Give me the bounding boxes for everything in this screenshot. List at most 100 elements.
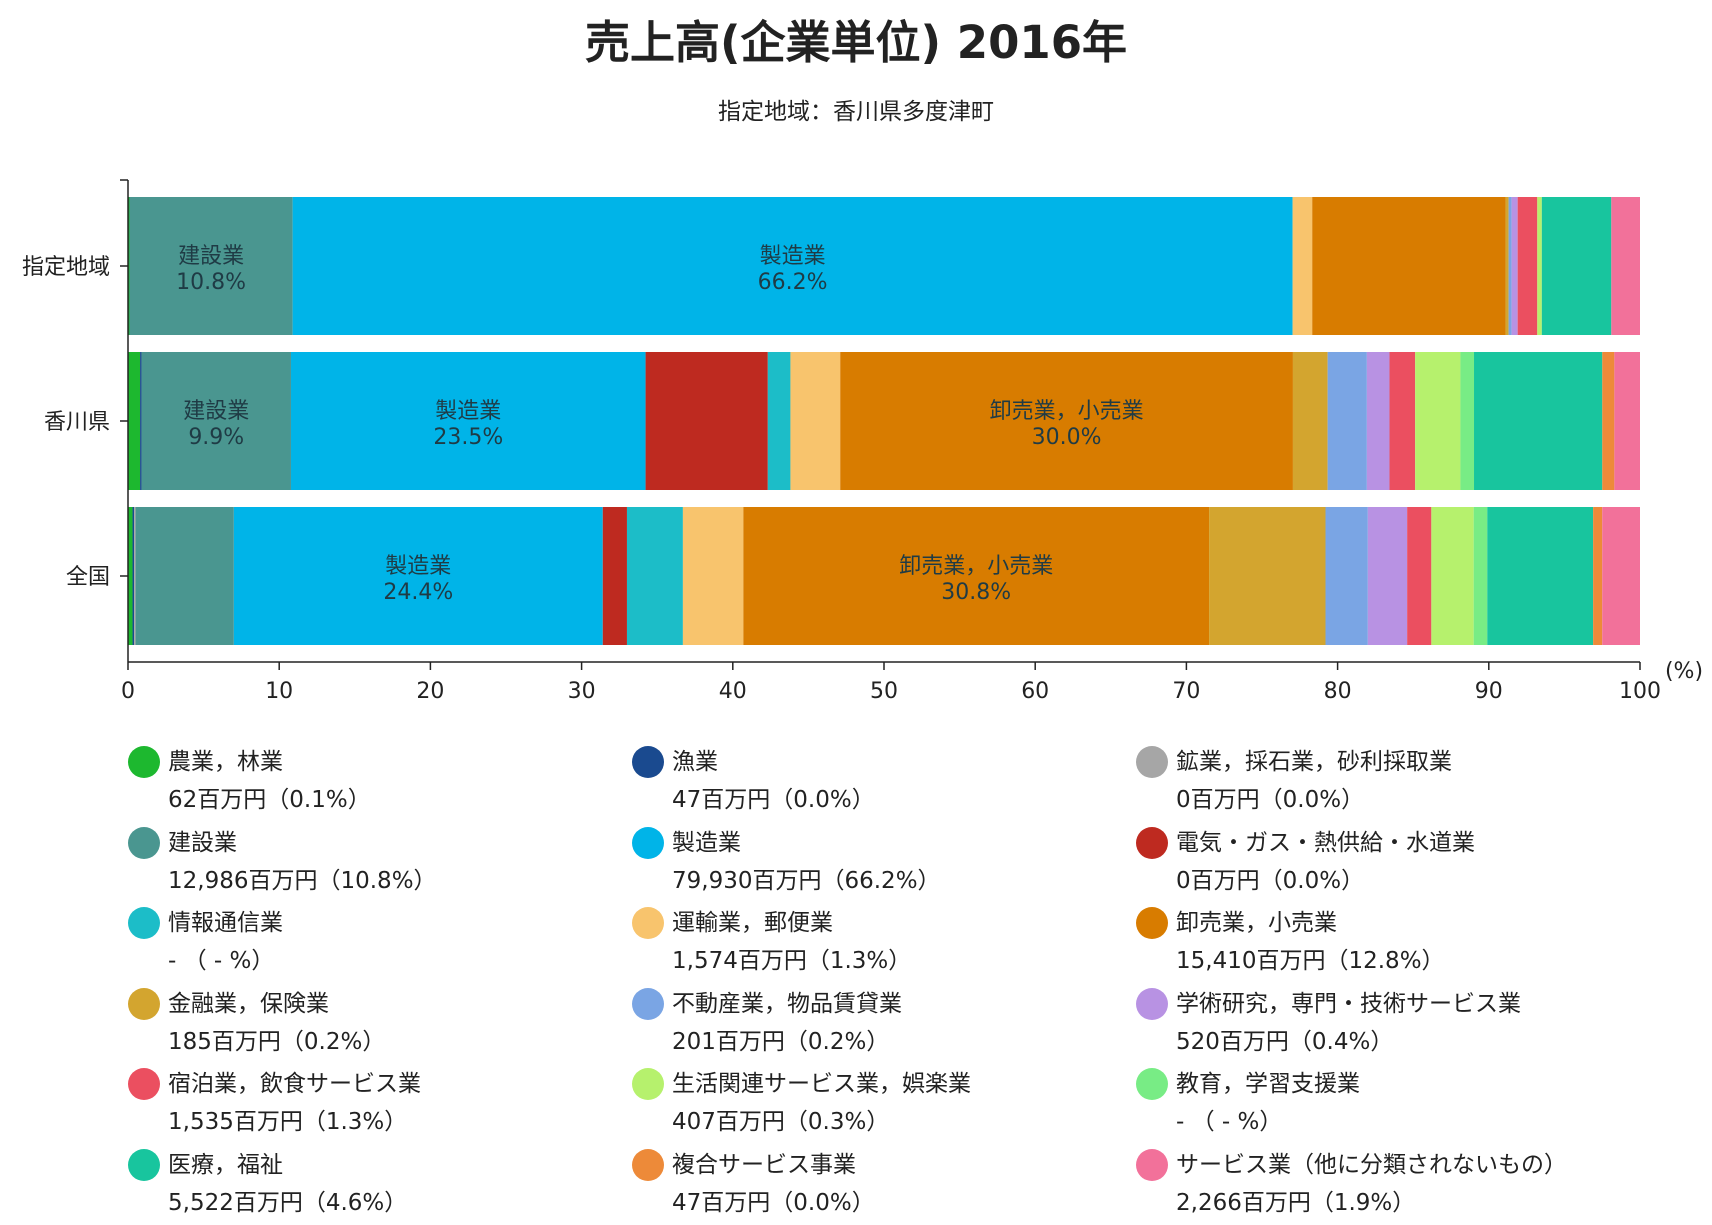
bar-segment-0-10 <box>1508 197 1512 335</box>
legend-swatch <box>1136 826 1168 859</box>
x-tick-label: 70 <box>1172 679 1200 704</box>
segment-label-name: 製造業 <box>760 244 826 269</box>
legend-name: 複合サービス事業 <box>672 1151 856 1178</box>
legend-name: 宿泊業，飲食サービス業 <box>168 1071 421 1097</box>
segment-label-value: 30.0% <box>1032 425 1102 450</box>
segment-label-name: 建設業 <box>178 244 244 269</box>
legend-item: サービス業（他に分類されないもの） 2,266百万円（1.9%） <box>1136 1145 1636 1225</box>
segment-label-value: 10.8% <box>176 270 246 295</box>
bar-segment-1-3 <box>141 352 291 490</box>
bar-segment-2-7 <box>682 507 744 645</box>
legend-item: 宿泊業，飲食サービス業 1,535百万円（1.3%） <box>128 1064 628 1144</box>
segment-label-name: 製造業 <box>385 554 451 579</box>
bar-segment-1-10 <box>1327 352 1367 490</box>
legend-item: 医療，福祉 5,522百万円（4.6%） <box>128 1145 628 1225</box>
legend-swatch <box>1136 746 1168 778</box>
x-tick-label: 50 <box>870 679 898 704</box>
legend-name: 医療，福祉 <box>168 1151 283 1178</box>
legend-item: 漁業 47百万円（0.0%） <box>632 742 1132 822</box>
bar-segment-2-15 <box>1487 507 1594 645</box>
legend-value: 47百万円（0.0%） <box>672 787 875 813</box>
x-tick-label: 40 <box>719 679 747 704</box>
legend-swatch <box>632 907 664 939</box>
category-label: 香川県 <box>44 410 110 435</box>
segment-label-name: 卸売業，小売業 <box>990 399 1144 424</box>
legend-name: 卸売業，小売業 <box>1176 910 1337 936</box>
legend-value: 520百万円（0.4%） <box>1176 1028 1394 1055</box>
bar-segment-0-9 <box>1505 197 1509 335</box>
bar-segment-1-14 <box>1460 352 1475 490</box>
legend-item: 建設業 12,986百万円（10.8%） <box>128 823 628 903</box>
legend-item: 金融業，保険業 185百万円（0.2%） <box>128 984 628 1064</box>
bar-segment-2-0 <box>128 507 133 645</box>
legend-name: 製造業 <box>672 829 741 856</box>
legend-item: 生活関連サービス業，娯楽業 407百万円（0.3%） <box>632 1064 1132 1144</box>
legend-value: - （ - %） <box>1176 1109 1283 1135</box>
segment-label-name: 建設業 <box>183 399 249 424</box>
bar-segment-2-8 <box>743 507 1210 645</box>
legend-value: 1,535百万円（1.3%） <box>168 1109 408 1135</box>
chart-title: 売上高(企業単位) 2016年 <box>584 16 1128 69</box>
legend-item: 学術研究，専門・技術サービス業 520百万円（0.4%） <box>1136 984 1636 1064</box>
legend-swatch <box>632 987 664 1020</box>
bar-segment-1-6 <box>767 352 791 490</box>
legend-value: 2,266百万円（1.9%） <box>1176 1189 1416 1216</box>
legend-swatch <box>128 746 160 778</box>
bar-segment-1-1 <box>140 352 142 490</box>
bar-segment-1-0 <box>128 352 141 490</box>
x-tick-label: 90 <box>1475 679 1503 704</box>
bar-segment-1-16 <box>1602 352 1615 490</box>
legend-item: 鉱業，採石業，砂利採取業 0百万円（0.0%） <box>1136 742 1636 822</box>
bar-segment-1-12 <box>1389 352 1416 490</box>
x-tick-label: 60 <box>1021 679 1049 704</box>
segment-label-value: 24.4% <box>383 580 453 605</box>
legend-swatch <box>1136 1068 1168 1100</box>
legend-swatch <box>632 1068 664 1100</box>
segment-label-value: 66.2% <box>758 270 828 295</box>
legend-name: 運輸業，郵便業 <box>672 910 833 936</box>
bar-segment-0-15 <box>1541 197 1612 335</box>
legend-item: 不動産業，物品賃貸業 201百万円（0.2%） <box>632 984 1132 1064</box>
legend-name: 漁業 <box>672 749 718 775</box>
legend-swatch <box>1136 1148 1168 1181</box>
bar-segment-2-12 <box>1407 507 1432 645</box>
legend-swatch <box>128 987 160 1020</box>
bar-segment-1-5 <box>645 352 768 490</box>
bar-segment-1-15 <box>1474 352 1603 490</box>
x-tick-label: 30 <box>568 679 596 704</box>
bar-segment-0-17 <box>1611 197 1640 335</box>
legend-value: 5,522百万円（4.6%） <box>168 1189 408 1216</box>
x-tick-label: 80 <box>1324 679 1352 704</box>
segment-label-name: 製造業 <box>435 399 501 424</box>
legend-swatch <box>1136 987 1168 1020</box>
legend-name: 生活関連サービス業，娯楽業 <box>672 1071 971 1097</box>
legend-swatch <box>128 826 160 859</box>
x-axis-unit: (%) <box>1665 659 1703 684</box>
bar-segment-1-17 <box>1614 352 1640 490</box>
legend-value: 0百万円（0.0%） <box>1176 867 1365 894</box>
bar-segment-2-11 <box>1367 507 1408 645</box>
bar-segment-2-3 <box>135 507 234 645</box>
bar-segment-0-8 <box>1312 197 1506 335</box>
stacked-bar-chart: 建設業10.8%製造業66.2%指定地域建設業9.9%製造業23.5%卸売業，小… <box>22 179 1703 704</box>
bar-segment-2-4 <box>233 507 603 645</box>
legend-value: 1,574百万円（1.3%） <box>672 948 912 974</box>
bar-segment-1-7 <box>790 352 841 490</box>
bar-segment-2-2 <box>134 507 136 645</box>
category-label: 指定地域 <box>22 255 110 280</box>
x-tick-label: 10 <box>265 679 293 704</box>
legend-swatch <box>128 1148 160 1181</box>
legend-name: 学術研究，専門・技術サービス業 <box>1176 990 1521 1017</box>
legend-item: 卸売業，小売業 15,410百万円（12.8%） <box>1136 903 1636 983</box>
bar-segment-0-7 <box>1292 197 1313 335</box>
bar-segment-0-0 <box>128 197 130 335</box>
legend-item: 運輸業，郵便業 1,574百万円（1.3%） <box>632 903 1132 983</box>
bar-segment-1-13 <box>1415 352 1461 490</box>
legend-name: 情報通信業 <box>168 910 283 936</box>
legend-name: 鉱業，採石業，砂利採取業 <box>1176 749 1452 775</box>
legend-value: 407百万円（0.3%） <box>672 1109 890 1135</box>
legend-value: 12,986百万円（10.8%） <box>168 867 437 894</box>
legend-item: 製造業 79,930百万円（66.2%） <box>632 823 1132 903</box>
legend-name: 建設業 <box>168 829 237 856</box>
legend-value: 47百万円（0.0%） <box>672 1189 875 1216</box>
